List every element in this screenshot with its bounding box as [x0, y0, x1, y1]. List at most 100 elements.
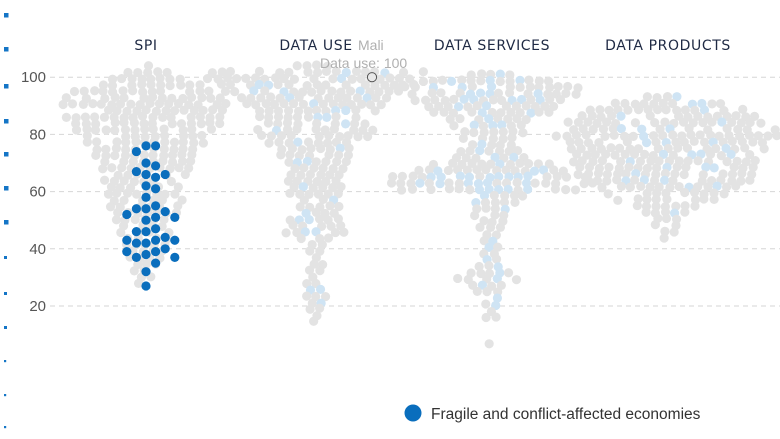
- economy-point[interactable]: [110, 150, 120, 161]
- economy-point[interactable]: [707, 117, 717, 127]
- economy-point[interactable]: [126, 99, 136, 109]
- fce-point[interactable]: [131, 227, 141, 237]
- economy-point[interactable]: [570, 185, 581, 195]
- economy-point[interactable]: [476, 76, 486, 86]
- economy-point[interactable]: [333, 189, 343, 199]
- economy-point[interactable]: [477, 69, 487, 79]
- economy-point[interactable]: [523, 171, 533, 181]
- economy-point[interactable]: [410, 82, 420, 92]
- economy-point[interactable]: [595, 105, 605, 115]
- economy-point[interactable]: [216, 79, 227, 89]
- economy-point[interactable]: [448, 158, 458, 168]
- economy-point[interactable]: [288, 98, 299, 109]
- economy-point[interactable]: [584, 162, 595, 172]
- economy-point[interactable]: [202, 73, 213, 84]
- economy-point[interactable]: [295, 202, 305, 212]
- economy-point[interactable]: [397, 171, 407, 181]
- economy-point[interactable]: [90, 86, 100, 96]
- fce-point[interactable]: [151, 224, 161, 234]
- economy-point[interactable]: [633, 105, 644, 115]
- economy-point[interactable]: [553, 81, 563, 92]
- economy-point[interactable]: [503, 268, 514, 278]
- fce-point[interactable]: [170, 235, 180, 245]
- economy-point[interactable]: [602, 176, 612, 186]
- economy-point[interactable]: [231, 74, 242, 84]
- economy-point[interactable]: [173, 182, 183, 192]
- economy-point[interactable]: [614, 143, 625, 153]
- economy-point[interactable]: [230, 87, 240, 97]
- economy-point[interactable]: [680, 187, 690, 198]
- fce-point[interactable]: [141, 267, 151, 277]
- economy-point[interactable]: [105, 202, 116, 212]
- fce-point[interactable]: [122, 235, 132, 245]
- economy-point[interactable]: [526, 108, 536, 118]
- economy-point[interactable]: [552, 171, 562, 182]
- economy-point[interactable]: [719, 189, 729, 199]
- economy-point[interactable]: [316, 170, 326, 180]
- economy-point[interactable]: [565, 137, 575, 147]
- economy-point[interactable]: [92, 137, 102, 147]
- economy-point[interactable]: [555, 94, 566, 105]
- economy-point[interactable]: [571, 130, 582, 140]
- economy-point[interactable]: [484, 339, 494, 349]
- economy-point[interactable]: [503, 114, 513, 124]
- economy-point[interactable]: [128, 86, 138, 96]
- economy-point[interactable]: [206, 124, 217, 134]
- economy-point[interactable]: [160, 137, 170, 147]
- economy-point[interactable]: [444, 184, 455, 194]
- economy-point[interactable]: [100, 157, 110, 167]
- economy-point[interactable]: [689, 136, 699, 146]
- economy-point[interactable]: [305, 304, 315, 314]
- economy-point[interactable]: [424, 165, 435, 175]
- economy-point[interactable]: [573, 169, 583, 180]
- economy-point[interactable]: [304, 215, 314, 225]
- economy-point[interactable]: [119, 117, 129, 128]
- economy-point[interactable]: [541, 178, 551, 188]
- economy-point[interactable]: [486, 81, 497, 92]
- economy-point[interactable]: [89, 112, 100, 122]
- fce-point[interactable]: [131, 238, 141, 248]
- economy-point[interactable]: [99, 175, 110, 185]
- economy-point[interactable]: [491, 312, 501, 322]
- economy-point[interactable]: [731, 111, 741, 121]
- economy-point[interactable]: [499, 197, 510, 207]
- fce-points[interactable]: [122, 141, 180, 291]
- economy-point[interactable]: [515, 82, 525, 92]
- economy-point[interactable]: [462, 165, 472, 175]
- economy-point[interactable]: [625, 182, 635, 192]
- economy-point[interactable]: [689, 187, 700, 198]
- economy-point[interactable]: [129, 266, 139, 276]
- economy-point[interactable]: [642, 92, 652, 102]
- economy-point[interactable]: [598, 124, 609, 134]
- economy-point[interactable]: [341, 105, 351, 116]
- economy-point[interactable]: [492, 293, 503, 303]
- economy-point[interactable]: [470, 210, 480, 221]
- economy-point[interactable]: [651, 194, 661, 204]
- economy-point[interactable]: [137, 111, 148, 121]
- economy-point[interactable]: [386, 178, 397, 188]
- economy-point[interactable]: [509, 152, 519, 163]
- economy-point[interactable]: [436, 88, 446, 98]
- economy-point[interactable]: [225, 79, 236, 90]
- economy-point[interactable]: [276, 150, 286, 160]
- economy-point[interactable]: [305, 246, 315, 256]
- economy-point[interactable]: [475, 146, 485, 156]
- economy-point[interactable]: [187, 124, 197, 134]
- economy-point[interactable]: [575, 162, 585, 172]
- economy-point[interactable]: [698, 117, 708, 128]
- economy-point[interactable]: [285, 150, 295, 160]
- economy-point[interactable]: [325, 201, 335, 211]
- economy-point[interactable]: [115, 99, 126, 109]
- economy-point[interactable]: [357, 99, 367, 109]
- fce-point[interactable]: [131, 146, 141, 157]
- economy-point[interactable]: [61, 112, 71, 122]
- economy-point[interactable]: [298, 99, 309, 109]
- economy-point[interactable]: [453, 102, 464, 112]
- economy-point[interactable]: [82, 137, 92, 147]
- economy-point[interactable]: [588, 124, 598, 135]
- economy-point[interactable]: [612, 175, 622, 185]
- economy-point[interactable]: [107, 163, 117, 173]
- economy-point[interactable]: [418, 67, 428, 77]
- economy-point[interactable]: [101, 144, 111, 154]
- economy-point[interactable]: [113, 207, 123, 218]
